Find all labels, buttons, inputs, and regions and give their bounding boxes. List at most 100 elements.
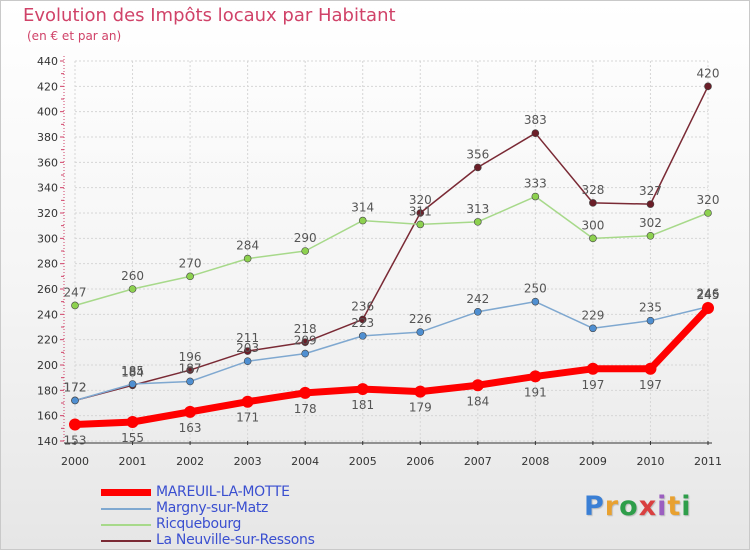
legend-label: La Neuville-sur-Ressons bbox=[156, 532, 315, 548]
y-tick-label: 180 bbox=[37, 384, 58, 397]
data-point bbox=[704, 209, 712, 217]
data-point bbox=[531, 192, 540, 201]
x-tick-label: 2010 bbox=[636, 455, 664, 468]
x-tick-label: 2007 bbox=[464, 455, 492, 468]
y-tick-label: 240 bbox=[37, 308, 58, 321]
data-point bbox=[128, 380, 137, 388]
data-label: 196 bbox=[179, 350, 202, 364]
data-label: 203 bbox=[236, 341, 259, 355]
y-tick-label: 440 bbox=[37, 55, 58, 68]
proxiti-logo: Proxiti bbox=[584, 491, 692, 522]
data-point bbox=[126, 416, 139, 428]
data-label: 313 bbox=[466, 202, 489, 216]
data-label: 184 bbox=[121, 365, 144, 379]
logo-letter: r bbox=[604, 491, 620, 522]
data-label: 235 bbox=[639, 301, 662, 315]
data-label: 236 bbox=[351, 299, 374, 313]
y-tick-label: 380 bbox=[37, 131, 58, 144]
data-label: 197 bbox=[639, 378, 662, 392]
data-label: 242 bbox=[466, 292, 489, 306]
data-point bbox=[71, 396, 79, 405]
data-point bbox=[474, 218, 482, 226]
x-tick-label: 2000 bbox=[61, 455, 89, 468]
data-label: 223 bbox=[351, 316, 374, 330]
x-tick-label: 2004 bbox=[291, 455, 319, 468]
data-point bbox=[243, 347, 252, 355]
y-tick-label: 340 bbox=[37, 182, 58, 195]
x-tick-label: 2001 bbox=[119, 455, 147, 468]
x-tick-label: 2011 bbox=[694, 455, 722, 468]
data-point bbox=[241, 395, 254, 408]
data-label: 328 bbox=[581, 183, 604, 197]
data-labels: 172 184 196 211 218 236 320 356 383 328 327 420 247 2… bbox=[64, 66, 720, 447]
y-tick-label: 220 bbox=[37, 334, 58, 347]
legend-item-ricquebourg: Ricquebourg bbox=[101, 516, 421, 533]
data-label: 290 bbox=[294, 231, 317, 245]
data-label: 320 bbox=[409, 193, 432, 207]
data-point bbox=[128, 285, 137, 293]
data-point bbox=[301, 338, 309, 347]
data-point bbox=[301, 247, 309, 255]
data-point bbox=[184, 405, 197, 418]
data-point bbox=[356, 383, 369, 396]
data-label: 320 bbox=[697, 193, 720, 207]
data-label: 163 bbox=[179, 421, 202, 435]
legend-swatch bbox=[101, 508, 151, 510]
data-point bbox=[474, 163, 482, 172]
data-point bbox=[71, 301, 79, 310]
data-point bbox=[358, 216, 367, 225]
data-label: 226 bbox=[409, 312, 432, 326]
x-tick-label: 2003 bbox=[234, 455, 262, 468]
data-point bbox=[531, 129, 540, 137]
data-point bbox=[416, 220, 425, 229]
data-label: 314 bbox=[351, 201, 374, 215]
legend-swatch bbox=[101, 489, 151, 496]
x-tick-label: 2006 bbox=[406, 455, 434, 468]
logo-letter: i bbox=[657, 491, 668, 522]
data-label: 284 bbox=[236, 239, 259, 253]
data-point bbox=[646, 316, 655, 325]
data-label: 172 bbox=[64, 380, 87, 394]
data-point bbox=[702, 302, 714, 314]
data-point bbox=[358, 315, 367, 324]
data-point bbox=[69, 418, 81, 431]
logo-letter: x bbox=[638, 491, 658, 522]
logo-letter: i bbox=[681, 491, 692, 522]
x-tick-label: 2008 bbox=[521, 455, 549, 468]
line-chart: 140 160 180 200 220 240 260 280 300 320 340 360 380 4… bbox=[37, 55, 722, 468]
data-point bbox=[646, 232, 655, 240]
data-label: 153 bbox=[64, 434, 87, 448]
data-point bbox=[301, 349, 309, 358]
logo-letter: o bbox=[619, 491, 639, 522]
legend-swatch bbox=[101, 540, 151, 542]
data-point bbox=[646, 200, 655, 208]
legend-item-mareuil: MAREUIL-LA-MOTTE bbox=[101, 484, 421, 501]
legend-item-la-neuville: La Neuville-sur-Ressons bbox=[101, 532, 421, 549]
data-label: 172 bbox=[64, 380, 87, 394]
legend-swatch bbox=[101, 524, 151, 526]
series-line bbox=[71, 304, 712, 429]
data-label: 178 bbox=[294, 402, 317, 416]
x-tick-label: 2002 bbox=[176, 455, 204, 468]
y-tick-label: 280 bbox=[37, 258, 58, 271]
data-point bbox=[186, 366, 194, 374]
data-label: 187 bbox=[179, 361, 202, 375]
data-label: 383 bbox=[524, 113, 547, 127]
y-tick-label: 420 bbox=[37, 80, 58, 93]
data-label: 245 bbox=[697, 288, 720, 302]
data-label: 420 bbox=[697, 66, 720, 80]
data-point bbox=[414, 385, 427, 398]
x-tick-label: 2009 bbox=[579, 455, 607, 468]
data-point bbox=[644, 362, 657, 375]
data-point bbox=[589, 199, 597, 207]
data-point bbox=[586, 362, 599, 375]
chart-subtitle: (en € et par an) bbox=[27, 29, 122, 43]
y-tick-label: 160 bbox=[37, 410, 58, 423]
data-label: 191 bbox=[524, 385, 547, 399]
data-point bbox=[416, 328, 425, 336]
y-tick-label: 360 bbox=[37, 156, 58, 169]
y-tick-label: 400 bbox=[37, 106, 58, 119]
data-label: 179 bbox=[409, 401, 432, 415]
data-point bbox=[186, 377, 194, 386]
